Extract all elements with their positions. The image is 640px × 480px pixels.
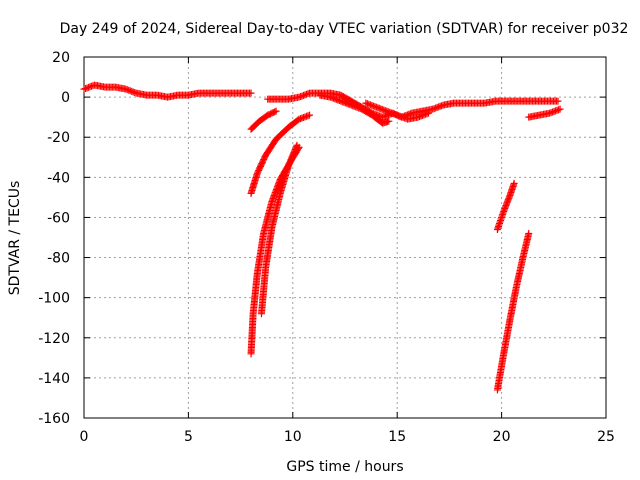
y-tick-label: -60 [47,210,70,226]
y-tick-label: -80 [47,251,70,267]
plot-frame [83,56,607,419]
chart-title: Day 249 of 2024, Sidereal Day-to-day VTE… [60,21,629,37]
y-tick-label: -40 [47,170,70,186]
x-tick-label: 0 [80,429,89,445]
series-branch-lower [362,99,433,123]
x-tick-label: 15 [388,429,406,445]
y-axis-label: SDTVAR / TECUs [7,181,23,296]
data-point [525,229,533,237]
y-tick-label: -100 [38,291,70,307]
series-descent-short [247,107,280,133]
series-late-tail [525,105,564,121]
data-point [271,108,279,116]
data-point [385,117,393,125]
y-tick-label: 0 [61,90,70,106]
series-descent-b [247,143,303,358]
series-baseline-early [80,81,255,101]
data-point [272,107,280,115]
data-point [554,97,562,105]
data-point [247,89,255,97]
y-axis-ticks: 20 0 -20 -40 -60 -80 -100 -120 -140 -160 [38,50,606,427]
series-branch-upper [316,91,393,127]
y-tick-label: -20 [47,130,70,146]
x-tick-label: 5 [184,429,193,445]
data-point [510,179,518,187]
y-tick-label: -160 [38,411,70,427]
y-tick-label: 20 [52,50,70,66]
data-point [425,109,433,117]
x-tick-label: 10 [284,429,302,445]
data-points [80,81,564,394]
y-tick-label: -120 [38,331,70,347]
data-point [306,111,314,119]
series-descent-c [257,141,301,318]
x-tick-label: 25 [597,429,615,445]
x-axis-ticks: 0 5 10 15 20 25 [80,57,615,445]
series-descent-a [247,111,314,197]
series-late-long [493,229,533,394]
y-tick-label: -140 [38,371,70,387]
data-point [556,105,564,113]
series-late-short [493,179,518,233]
x-tick-label: 20 [493,429,511,445]
x-axis-label: GPS time / hours [286,459,403,475]
data-point [293,141,301,149]
